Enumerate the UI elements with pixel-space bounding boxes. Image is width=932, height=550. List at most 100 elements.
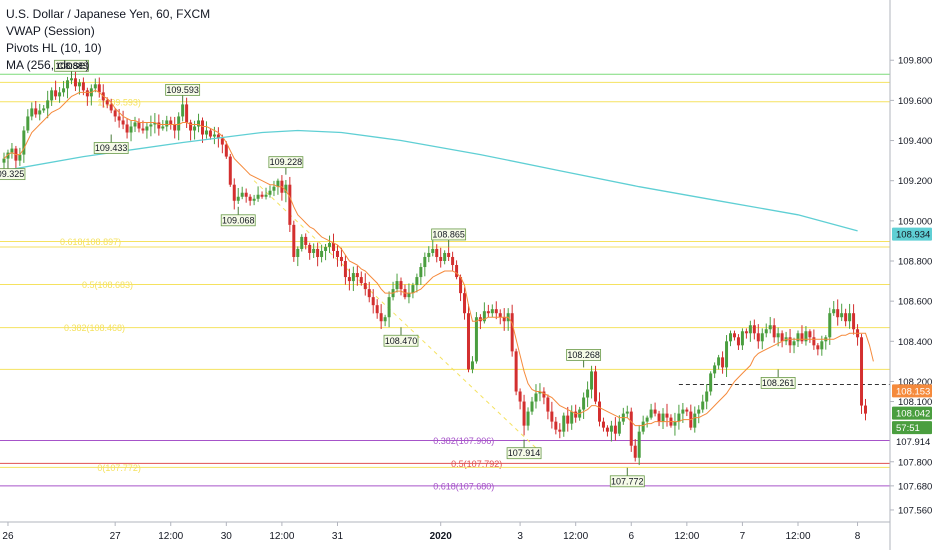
x-tick-label: 6: [628, 531, 634, 542]
candle-body: [470, 361, 474, 370]
candle-body: [605, 427, 609, 432]
price-tag-label: 108.934: [896, 230, 930, 241]
candle-body: [77, 82, 81, 87]
pivot-box: [431, 228, 467, 241]
pivot-box: [383, 334, 419, 347]
candle-body: [534, 393, 538, 402]
candle-body: [197, 120, 201, 127]
pivot-label: 109.068: [222, 215, 255, 225]
candle-body: [490, 309, 494, 314]
candle-body: [760, 333, 764, 342]
candle-body: [30, 108, 34, 117]
candle-body: [526, 411, 530, 426]
candle-body: [740, 331, 744, 346]
candle-body: [54, 90, 58, 97]
candle-body: [208, 130, 212, 137]
candle-body: [816, 345, 820, 350]
candle-body: [216, 134, 220, 139]
candle-body: [697, 409, 701, 414]
pivot-label: 107.914: [508, 448, 541, 458]
candle-body: [165, 120, 169, 127]
candle-body: [848, 313, 852, 322]
candle-body: [419, 267, 423, 278]
x-tick-label: 12:00: [158, 531, 183, 542]
candle-body: [316, 248, 320, 257]
candle-body: [546, 397, 550, 412]
pivot-box: [506, 447, 542, 460]
candle-body: [46, 100, 50, 109]
candle-body: [50, 90, 54, 101]
candle-body: [498, 313, 502, 318]
candle-body: [312, 248, 316, 253]
candle-body: [776, 333, 780, 338]
candle-body: [439, 256, 443, 261]
candle-body: [780, 333, 784, 342]
candle-body: [347, 277, 351, 282]
legend-ma[interactable]: MA (256, close): [6, 58, 90, 72]
y-tick-label: 108.100: [898, 397, 932, 408]
fib-trend-line: [253, 180, 541, 453]
y-tick-label: 109.600: [898, 96, 932, 107]
candle-body: [665, 413, 669, 418]
candle-body: [796, 333, 800, 342]
candle-body: [81, 82, 85, 91]
price-tag: [892, 435, 932, 449]
candle-body: [105, 100, 109, 105]
candle-body: [558, 429, 562, 432]
indicator-lines: [3, 89, 874, 427]
x-tick-label: 7: [740, 531, 746, 542]
price-axis: 109.800 109.600 109.400 109.200 109.000 108.8…: [889, 0, 932, 550]
candle-body: [339, 256, 343, 261]
candle-body: [26, 116, 30, 131]
candle-body: [514, 351, 518, 392]
fib-diagonal: [253, 180, 541, 453]
candle-body: [649, 409, 653, 418]
candle-body: [395, 281, 399, 290]
candle-body: [201, 120, 204, 135]
pivot-box: [165, 83, 201, 96]
candle-body: [407, 293, 411, 298]
pivot-box: [220, 214, 256, 227]
candle-body: [332, 242, 336, 251]
pivot-label: 107.772: [611, 476, 644, 486]
candle-body: [542, 391, 546, 398]
pivot-label: 108.865: [432, 229, 465, 239]
candle-body: [455, 265, 459, 278]
pivot-box: [760, 377, 796, 389]
candle-body: [276, 180, 280, 187]
price-tag: [892, 227, 932, 241]
y-tick-label: 108.600: [898, 297, 932, 308]
candle-body: [137, 122, 141, 129]
candle-body: [149, 124, 153, 127]
candle-body: [185, 104, 189, 123]
x-tick-label: 27: [110, 531, 122, 542]
pivot-label: 108.261: [762, 378, 795, 388]
candle-body: [22, 130, 26, 155]
candle-body: [653, 409, 657, 414]
legend-pivots[interactable]: Pivots HL (10, 10): [6, 41, 102, 55]
candle-body: [335, 250, 339, 257]
candle-body: [451, 256, 455, 266]
candle-body: [852, 313, 856, 330]
legend-vwap[interactable]: VWAP (Session): [6, 24, 95, 38]
y-tick-label: 108.800: [898, 257, 932, 268]
candle-body: [748, 325, 752, 334]
candle-body: [379, 313, 383, 322]
candle-body: [804, 331, 808, 342]
candle-body: [58, 92, 62, 97]
candle-body: [709, 373, 713, 392]
candle-body: [300, 236, 304, 249]
candle-body: [693, 413, 697, 428]
level-label: 0(107.772): [97, 463, 141, 473]
pivot-label: 108.883: [55, 61, 88, 71]
y-tick-label: 108.400: [898, 337, 932, 348]
x-tick-label: 30: [221, 531, 233, 542]
pivot-box: [93, 142, 129, 154]
candle-body: [752, 325, 756, 334]
price-tag-label: 107.914: [896, 437, 930, 448]
candle-body: [832, 309, 836, 314]
candle-body: [129, 126, 133, 133]
candle-body: [260, 194, 264, 197]
candle-body: [272, 186, 276, 191]
